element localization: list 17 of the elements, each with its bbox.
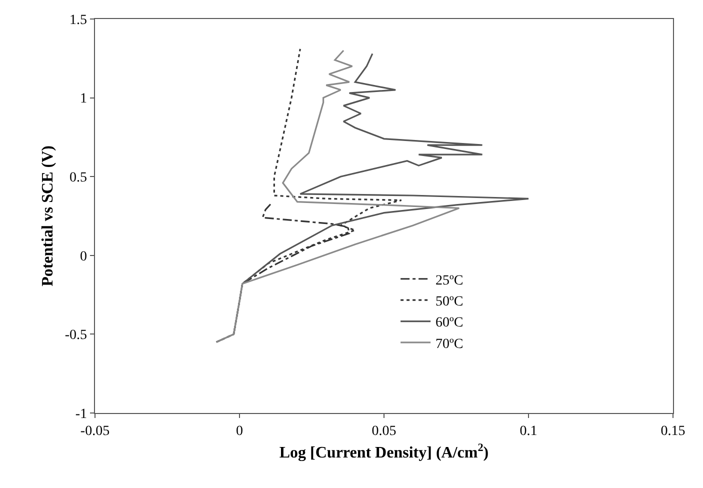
x-tick-label: -0.05 [80,424,110,439]
y-tick-label: 0.5 [70,170,88,186]
x-tick-label: 0.05 [372,424,396,439]
y-tick-label: 1 [80,92,88,107]
x-tick-label: 0.15 [660,424,686,439]
y-tick-label: 1.5 [70,12,88,28]
legend-label: 70ºC [436,336,464,352]
y-tick-label: -1 [75,406,88,422]
y-axis-title: Potential vs SCE (V) [40,146,57,286]
legend-label: 50ºC [436,294,464,310]
legend-label: 60ºC [436,316,464,331]
legend-label: 25ºC [436,273,464,288]
x-tick-label: 0 [236,424,243,439]
y-tick-label: -0.5 [64,328,88,344]
x-tick-label: 0.1 [520,424,538,439]
y-tick-label: 0 [80,249,88,264]
x-axis-title: Log [Current Density] (A/cm$^{2}$) [279,442,489,462]
